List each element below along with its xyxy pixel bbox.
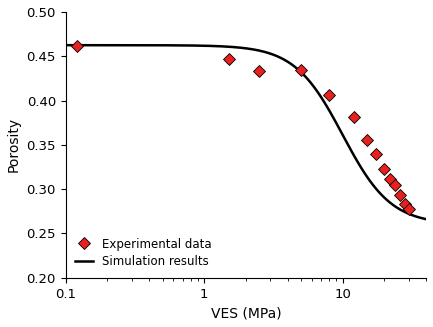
Experimental data bbox=[226, 57, 231, 61]
Simulation results bbox=[63, 43, 68, 47]
Simulation results bbox=[222, 44, 227, 48]
Experimental data bbox=[257, 69, 262, 73]
Experimental data bbox=[365, 138, 370, 142]
Simulation results bbox=[100, 43, 105, 47]
Experimental data bbox=[351, 114, 356, 118]
Experimental data bbox=[393, 183, 398, 187]
Line: Experimental data: Experimental data bbox=[72, 42, 413, 213]
Experimental data bbox=[298, 68, 304, 72]
Experimental data bbox=[74, 44, 79, 48]
Simulation results bbox=[310, 84, 316, 88]
Simulation results bbox=[209, 44, 214, 48]
Experimental data bbox=[388, 177, 393, 181]
Experimental data bbox=[382, 167, 387, 171]
X-axis label: VES (MPa): VES (MPa) bbox=[210, 306, 281, 320]
Simulation results bbox=[351, 152, 356, 156]
Legend: Experimental data, Simulation results: Experimental data, Simulation results bbox=[71, 234, 216, 272]
Experimental data bbox=[406, 207, 411, 211]
Simulation results bbox=[344, 140, 349, 144]
Y-axis label: Porosity: Porosity bbox=[7, 117, 21, 172]
Experimental data bbox=[374, 152, 379, 156]
Experimental data bbox=[397, 193, 403, 197]
Experimental data bbox=[402, 202, 407, 206]
Experimental data bbox=[326, 93, 332, 97]
Simulation results bbox=[423, 217, 429, 221]
Line: Simulation results: Simulation results bbox=[66, 45, 426, 219]
